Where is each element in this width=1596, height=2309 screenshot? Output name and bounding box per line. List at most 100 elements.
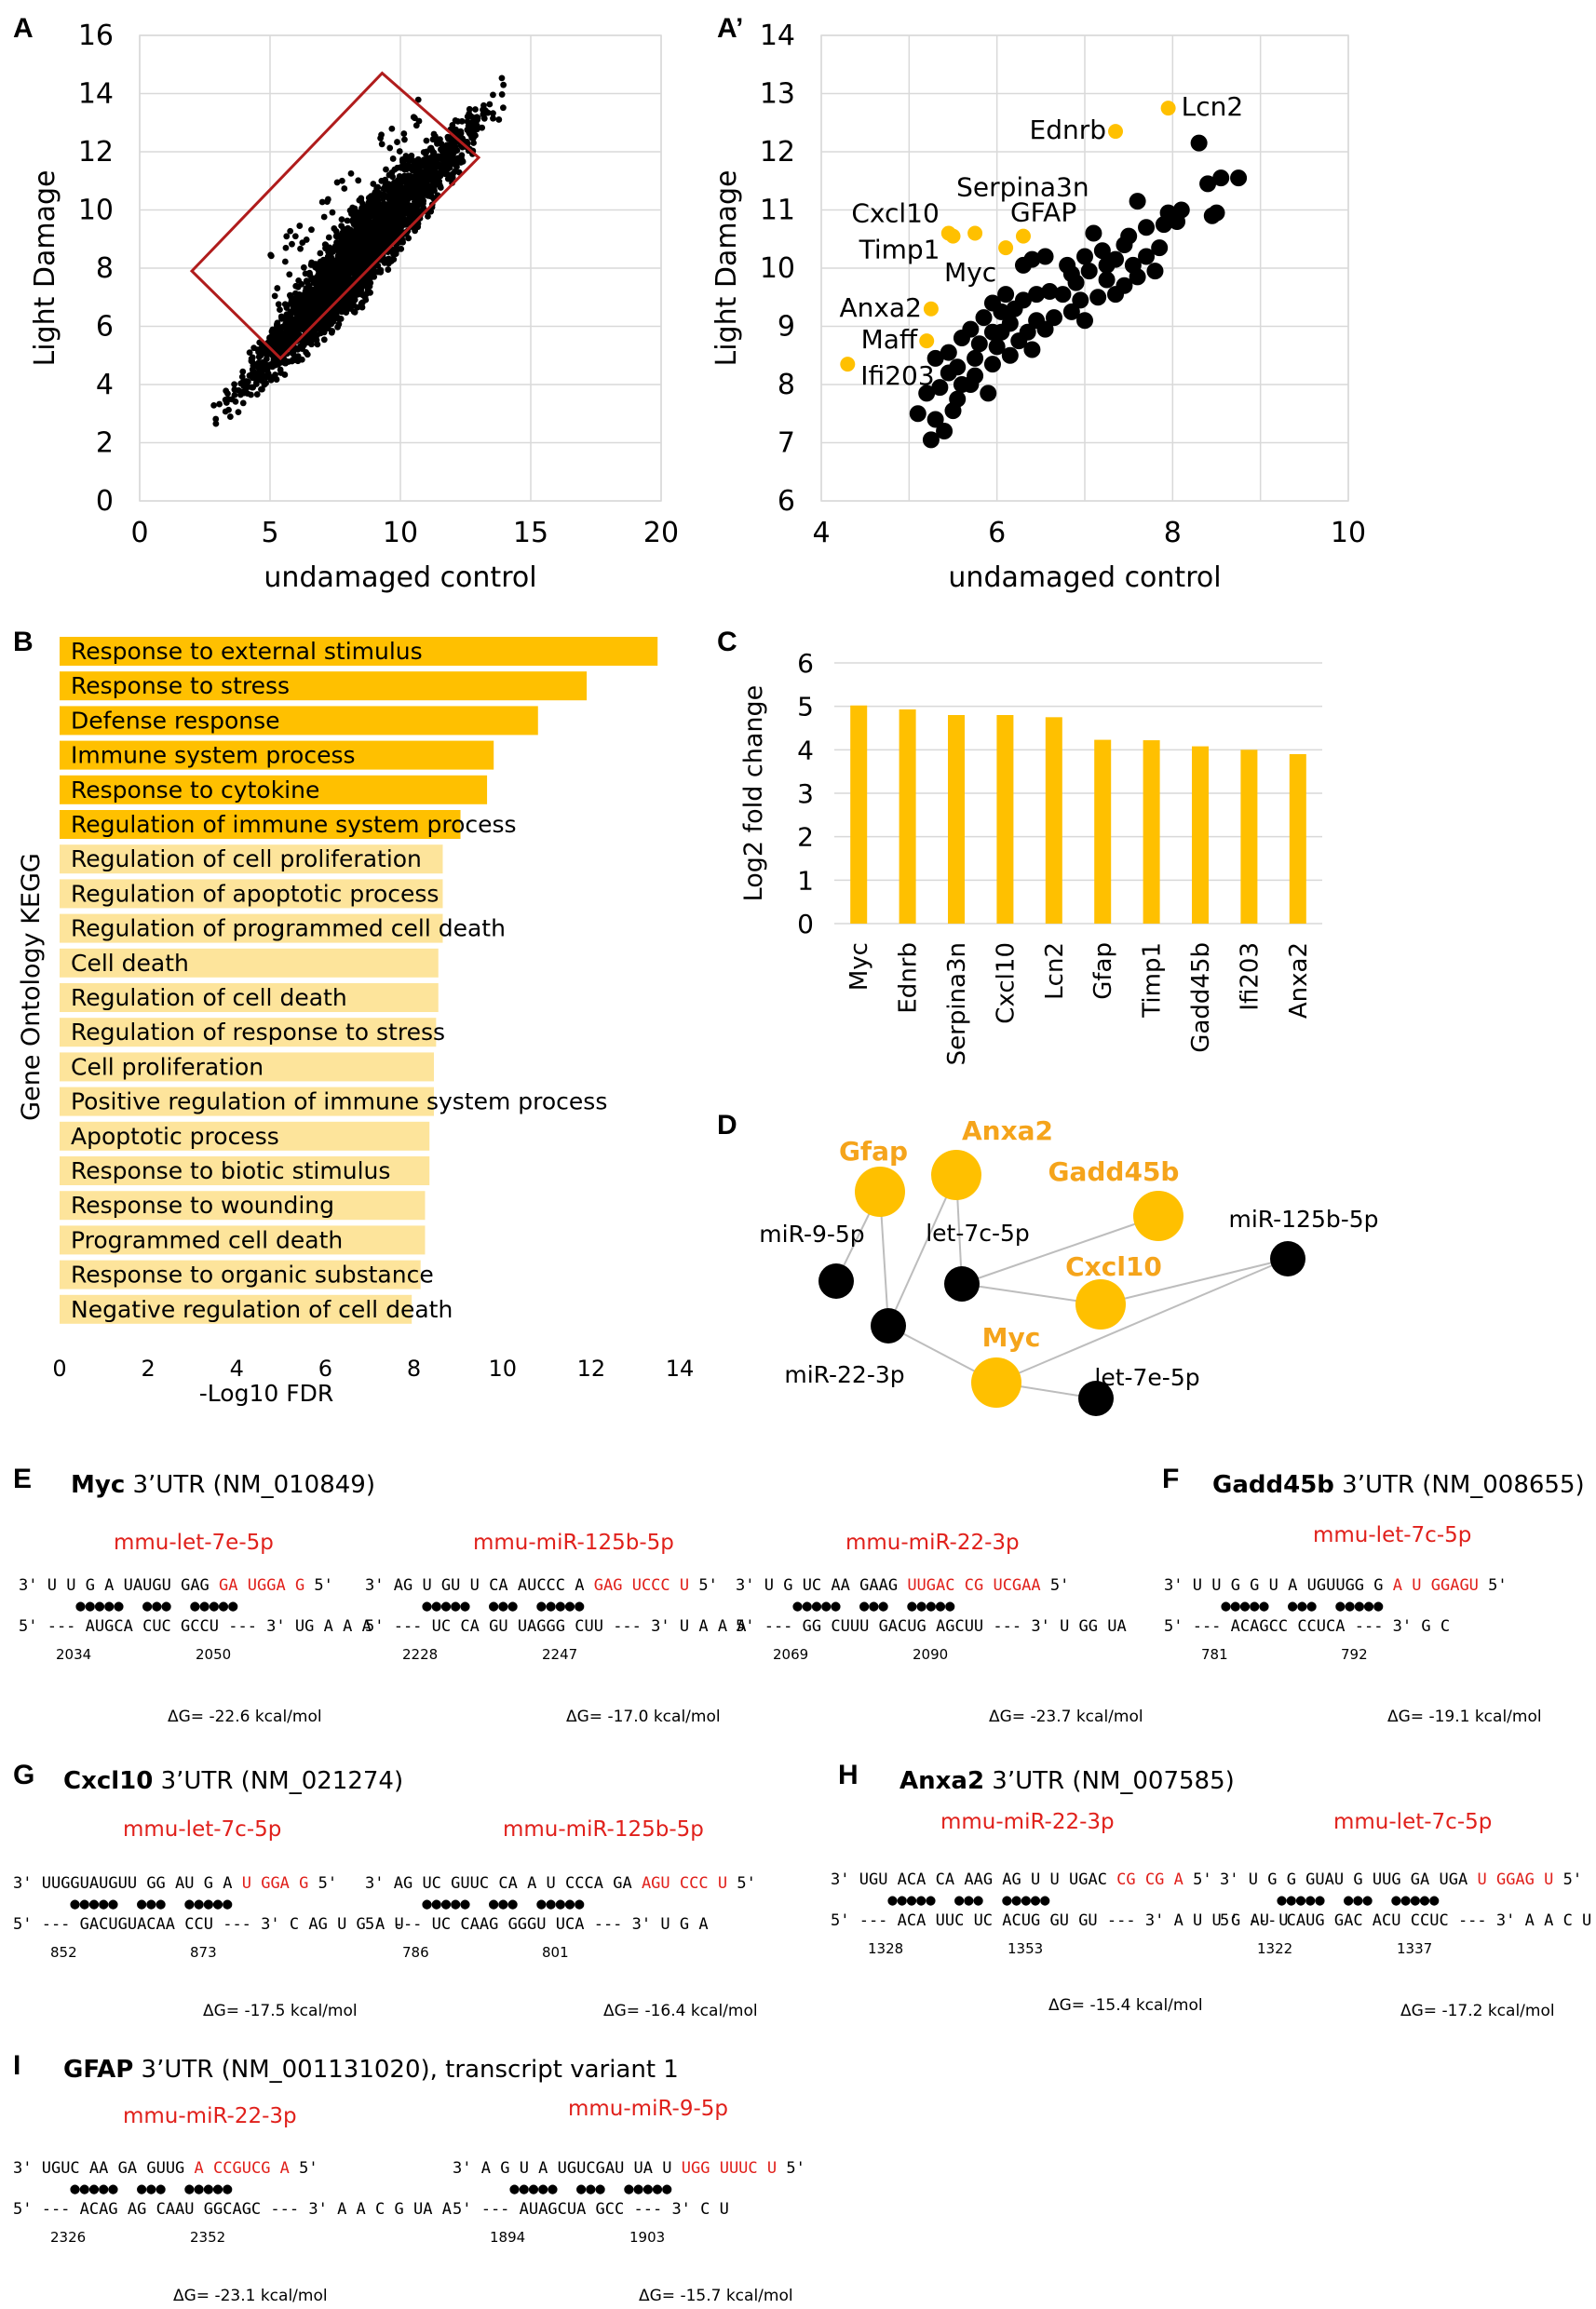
scatter-point xyxy=(486,101,494,108)
scatter-point xyxy=(1036,248,1054,265)
mrna-segment: CUC xyxy=(142,1617,182,1636)
scatter-point xyxy=(359,217,367,224)
mrna-segment: U xyxy=(1278,1911,1298,1930)
node-label: Gfap xyxy=(839,1136,908,1167)
mirna-strand: 3' AG U GU U CA AUCCC A GAG UCCC U 5' xyxy=(365,1575,756,1596)
mirna-segment: G xyxy=(1230,1576,1251,1595)
mirna-segment: GAG xyxy=(181,1576,220,1595)
scatter-point xyxy=(1138,248,1156,265)
scatter-point xyxy=(283,233,291,240)
highlighted-point xyxy=(1160,101,1176,116)
mrna-segment: A xyxy=(1173,1911,1194,1930)
bar-label: Regulation of immune system process xyxy=(71,811,517,838)
scatter-point xyxy=(909,405,926,423)
scatter-point xyxy=(352,215,358,223)
scatter-point xyxy=(980,385,997,402)
panel-label-c: C xyxy=(717,627,737,657)
scatter-point xyxy=(210,401,218,409)
mirna-segment: U xyxy=(766,2159,787,2178)
mrna-segment: A xyxy=(698,1915,718,1934)
scatter-point xyxy=(253,391,261,398)
scatter-point xyxy=(936,423,954,439)
scatter-point xyxy=(300,263,307,271)
mrna-segment: A xyxy=(1524,1911,1545,1930)
scatter-point xyxy=(237,380,245,387)
scatter-point xyxy=(320,213,328,221)
scatter-point xyxy=(355,177,362,184)
highlighted-point xyxy=(923,301,939,317)
scatter-point xyxy=(370,181,377,187)
scatter-point xyxy=(216,400,223,408)
y-tick-label: 4 xyxy=(797,735,814,765)
scatter-point xyxy=(231,386,238,393)
scatter-point xyxy=(967,349,984,367)
scatter-point xyxy=(255,348,262,356)
scatter-point xyxy=(344,217,351,224)
scatter-point xyxy=(346,207,354,214)
y-axis-label: Light Damage xyxy=(29,170,61,367)
x-tick-label: 0 xyxy=(130,517,148,549)
mirna-segment: U xyxy=(47,1576,67,1595)
mirna-segment: U xyxy=(241,1874,262,1893)
mrna-segment: U xyxy=(719,2200,739,2219)
scatter-point xyxy=(449,154,456,161)
mirna-segment: UGU xyxy=(859,1870,898,1889)
y-tick-label: 5 xyxy=(797,692,814,722)
mrna-strand: 5' --- GG CUUU GACUG AGCUU --- 3' U GG U… xyxy=(736,1616,1136,1637)
scatter-point xyxy=(1107,286,1125,304)
mirna-segment: GUUC xyxy=(451,1874,499,1893)
duplex-i1: 3' UGUC AA GA GUUG A CCGUCG A 5' ●●●●● ●… xyxy=(13,2158,461,2248)
duplex-i2: 3' A G U A UGUCGAU UA U UGG UUUC U 5' ●●… xyxy=(453,2158,815,2248)
mirna-segment: G xyxy=(85,1576,105,1595)
mirna-segment: G xyxy=(1286,1870,1306,1889)
bar xyxy=(60,913,443,943)
x-tick-label: 12 xyxy=(577,1356,606,1382)
mirna-segment: 5' xyxy=(698,1576,728,1595)
scatter-point xyxy=(297,245,304,252)
mirna-name: mmu-let-7c-5p xyxy=(1313,1523,1472,1547)
bar-label: Regulation of apoptotic process xyxy=(71,880,439,907)
scatter-point xyxy=(381,230,388,237)
position-number: 1353 xyxy=(1008,1940,1044,1957)
mrna-segment: A xyxy=(375,1915,395,1934)
mirna-segment: AGU xyxy=(641,1874,680,1893)
scatter-point xyxy=(360,248,368,255)
scatter-point xyxy=(354,267,360,274)
gene-node xyxy=(1075,1279,1126,1330)
bar-label: Regulation of programmed cell death xyxy=(71,915,506,942)
delta-g: ΔG= -22.6 kcal/mol xyxy=(168,1708,322,1726)
delta-g: ΔG= -17.2 kcal/mol xyxy=(1400,2002,1555,2020)
scatter-point xyxy=(232,398,239,405)
position-number: 2228 xyxy=(402,1646,439,1663)
y-tick-label: 4 xyxy=(96,369,114,401)
scatter-point xyxy=(292,282,300,290)
position-number: 801 xyxy=(542,1944,569,1961)
scatter-point xyxy=(440,158,448,166)
mirna-segment: U xyxy=(546,1874,566,1893)
scatter-point xyxy=(1006,300,1023,317)
delta-g: ΔG= -23.1 kcal/mol xyxy=(173,2287,328,2305)
scatter-point xyxy=(299,345,305,353)
scatter-point xyxy=(305,292,312,300)
mirna-segment: UUGAC xyxy=(907,1576,965,1595)
mirna-segment: G xyxy=(1353,1870,1373,1889)
y-tick-label: 16 xyxy=(78,20,114,52)
scatter-point xyxy=(940,344,957,361)
y-tick-label: 2 xyxy=(797,822,814,853)
base-pair-dots: ●●●●● ●●● ●●●●● xyxy=(1220,1891,1440,1910)
scatter-point xyxy=(249,384,255,391)
y-tick-label: 14 xyxy=(760,20,795,52)
scatter-point xyxy=(944,402,962,420)
scatter-point xyxy=(276,336,282,344)
mirna-segment: A xyxy=(1392,1576,1413,1595)
mrna-segment: A xyxy=(737,1617,756,1636)
position-number: 1328 xyxy=(868,1940,904,1957)
scatter-point xyxy=(1190,134,1208,152)
scatter-point xyxy=(391,194,399,201)
x-tick-label: Gfap xyxy=(1089,942,1117,1000)
point-label: Timp1 xyxy=(859,235,940,265)
network-edge xyxy=(961,1215,1159,1285)
mrna-segment: CUUU xyxy=(831,1617,879,1636)
mirna-name: mmu-miR-22-3p xyxy=(845,1531,1020,1555)
scatter-point xyxy=(252,381,260,387)
